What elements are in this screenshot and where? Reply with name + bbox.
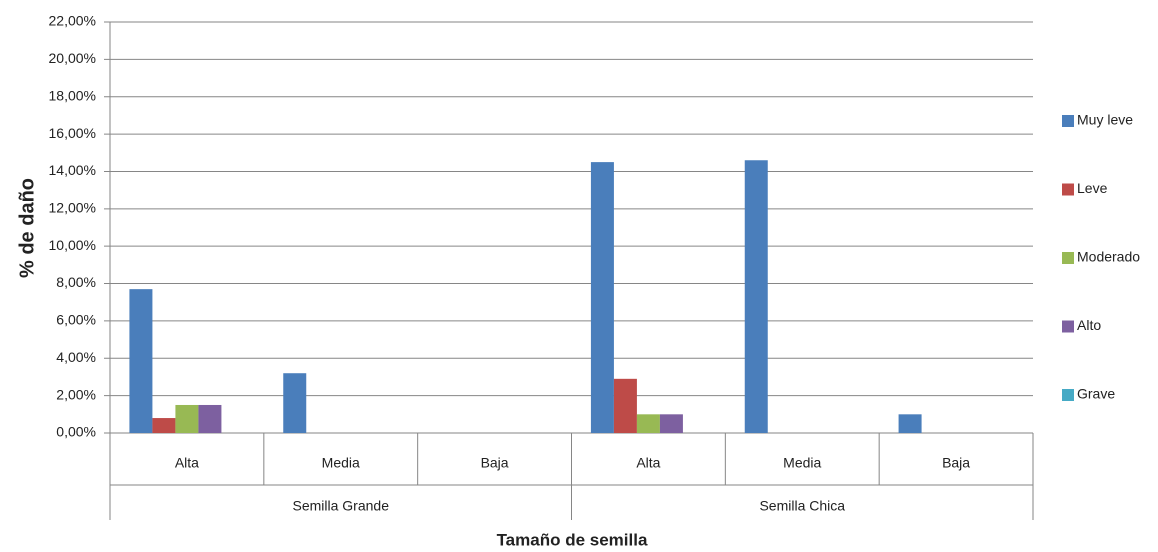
legend-label: Muy leve — [1077, 112, 1133, 128]
x-tick-label: Baja — [481, 455, 509, 471]
legend-label: Alto — [1077, 317, 1101, 333]
x-tick-label: Alta — [175, 455, 199, 471]
group-label: Semilla Grande — [293, 498, 390, 514]
x-tick-label: Baja — [942, 455, 970, 471]
bar — [636, 414, 660, 433]
y-tick-label: 2,00% — [56, 386, 96, 402]
group-label: Semilla Chica — [759, 498, 845, 514]
y-tick-label: 14,00% — [49, 162, 96, 178]
bar — [175, 404, 199, 433]
x-tick-label: Alta — [636, 455, 660, 471]
y-tick-label: 22,00% — [49, 13, 96, 29]
y-tick-label: 4,00% — [56, 349, 96, 365]
bar — [898, 414, 922, 433]
bar — [744, 160, 768, 433]
legend-swatch — [1062, 389, 1074, 401]
bar — [198, 404, 222, 433]
bar — [129, 289, 153, 433]
bar — [613, 378, 637, 433]
bar — [590, 162, 614, 433]
legend-swatch — [1062, 115, 1074, 127]
bar — [152, 418, 176, 433]
legend-swatch — [1062, 183, 1074, 196]
x-tick-label: Media — [322, 455, 360, 471]
bar — [659, 414, 683, 433]
y-tick-label: 18,00% — [49, 87, 96, 103]
legend-swatch — [1062, 320, 1074, 333]
y-tick-label: 16,00% — [49, 125, 96, 141]
x-axis-label: Tamaño de semilla — [497, 530, 648, 549]
y-axis-label: % de daño — [16, 178, 38, 278]
y-tick-label: 10,00% — [49, 237, 96, 253]
legend-label: Grave — [1077, 386, 1115, 402]
y-tick-label: 20,00% — [49, 50, 96, 66]
y-tick-label: 6,00% — [56, 312, 96, 328]
x-tick-label: Media — [783, 455, 821, 471]
y-tick-label: 8,00% — [56, 274, 96, 290]
legend-swatch — [1062, 252, 1074, 264]
legend-label: Moderado — [1077, 249, 1140, 265]
y-tick-label: 12,00% — [49, 200, 96, 216]
legend-label: Leve — [1077, 180, 1108, 196]
y-tick-label: 0,00% — [56, 424, 96, 440]
bar — [283, 373, 307, 433]
